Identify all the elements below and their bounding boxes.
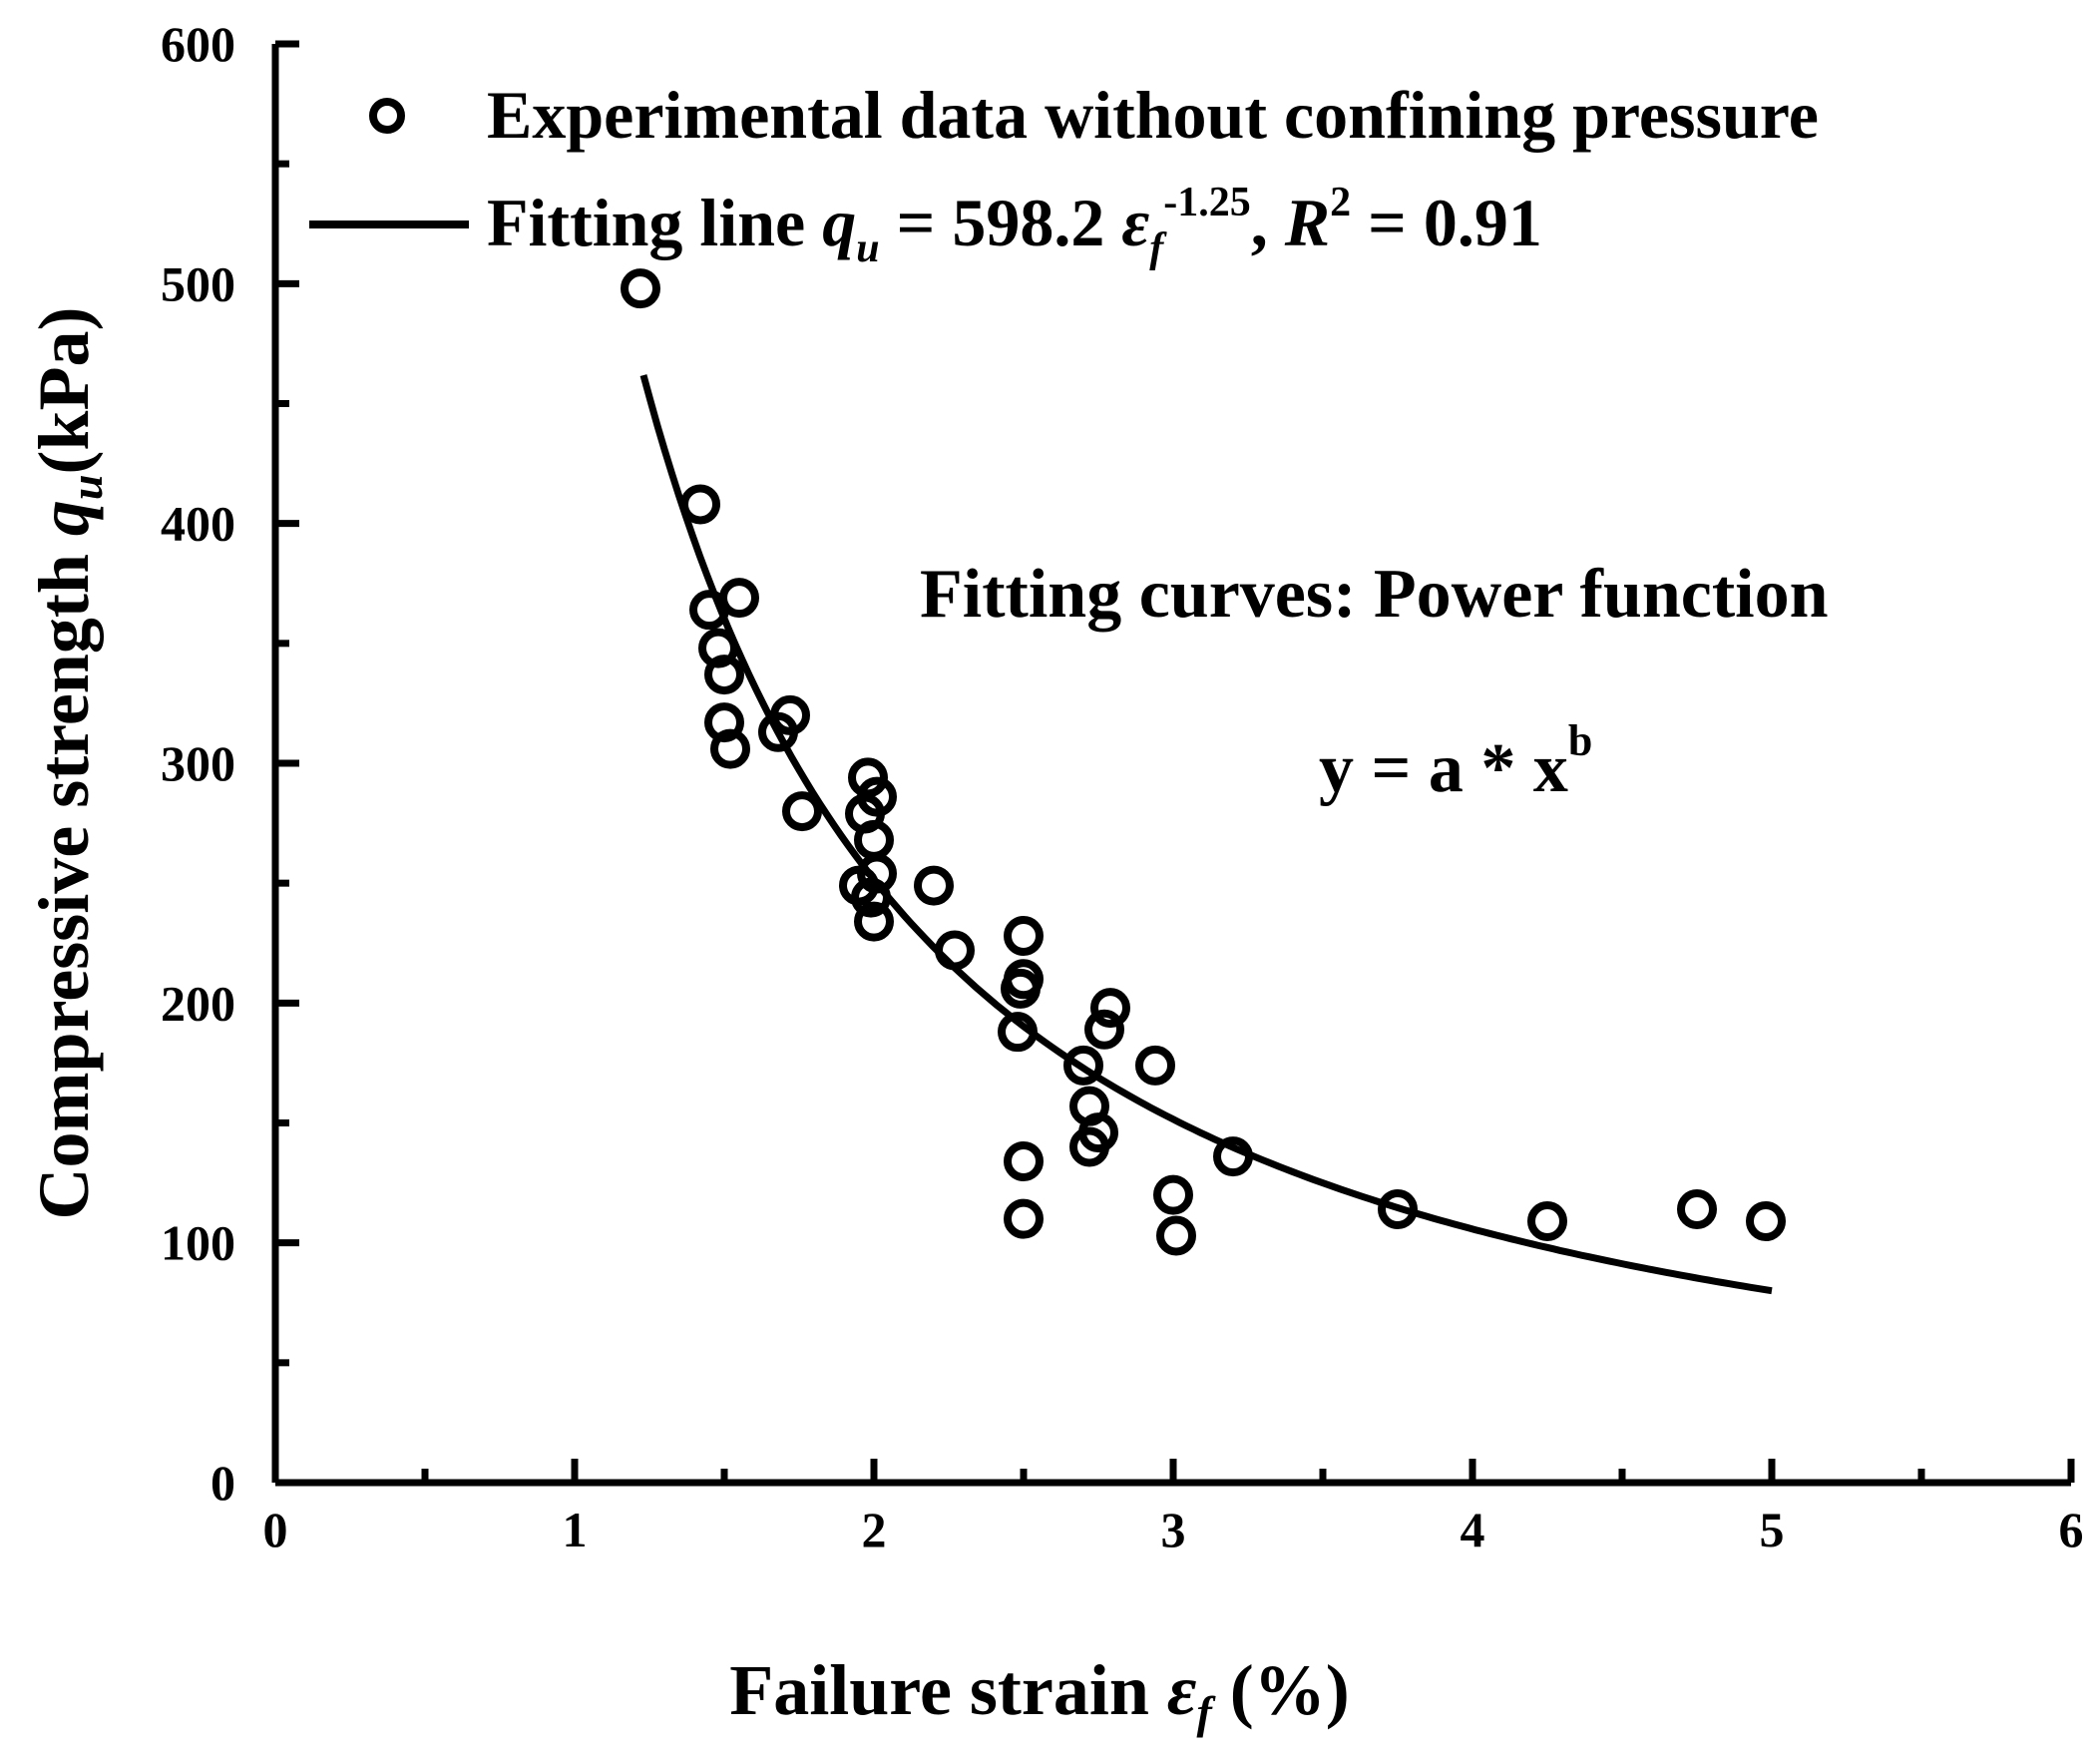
y-tick-label: 300 <box>161 735 235 791</box>
x-tick-label: 1 <box>563 1502 588 1557</box>
legend-fit-exp: -1.25 <box>1163 180 1251 225</box>
x-tick-label: 2 <box>862 1502 887 1557</box>
legend-scatter-marker <box>369 98 405 134</box>
x-tick-label: 4 <box>1461 1502 1485 1557</box>
fitting-line <box>639 374 1773 1295</box>
experimental-points <box>621 268 1786 1256</box>
annotation: Fitting curves: Power function y = a * x… <box>920 556 1829 807</box>
x-axis-title-subscript: f <box>1196 1687 1216 1738</box>
legend-fit-R-val: = 0.91 <box>1351 185 1542 260</box>
legend-fit-q-sub: u <box>856 225 879 271</box>
legend-fit-eq: = 598.2 <box>880 185 1122 260</box>
y-axis-title-symbol: q <box>24 500 104 536</box>
data-point <box>1004 959 1044 1000</box>
y-axis-title-subscript: u <box>61 475 112 501</box>
data-point <box>719 578 759 619</box>
data-point <box>998 1012 1038 1053</box>
legend-fit-label: Fitting line qu = 598.2 εf-1.25, R2 = 0.… <box>487 180 1542 271</box>
y-axis-title: Compressive strength qu(kPa) <box>24 307 112 1220</box>
data-point <box>1156 1215 1196 1256</box>
annotation-formula: y = a * x <box>1319 730 1568 807</box>
data-point <box>1746 1201 1786 1242</box>
data-point <box>621 268 660 309</box>
y-axis-title-main: Compressive strength <box>24 536 104 1219</box>
data-point <box>1378 1189 1418 1230</box>
data-point <box>1084 1009 1124 1050</box>
data-point <box>914 865 954 906</box>
y-tick-label: 200 <box>161 975 235 1031</box>
data-point <box>1004 1140 1044 1181</box>
data-point <box>857 776 897 817</box>
x-axis-title-main: Failure strain <box>729 1650 1167 1730</box>
x-axis-ticks <box>271 1459 2075 1483</box>
y-tick-label: 0 <box>210 1455 235 1511</box>
annotation-exponent: b <box>1568 716 1592 765</box>
y-tick-label: 600 <box>161 16 235 72</box>
data-point <box>704 655 744 695</box>
x-axis-title: Failure strain εf (%) <box>729 1650 1349 1738</box>
data-point <box>710 728 750 769</box>
annotation-line2: y = a * xb <box>1319 716 1592 807</box>
data-point <box>854 901 894 942</box>
data-point <box>1004 1198 1044 1239</box>
x-tick-label: 6 <box>2059 1502 2084 1557</box>
x-tick-label: 5 <box>1760 1502 1785 1557</box>
legend-fit-comma: , <box>1251 185 1285 260</box>
y-axis-title-unit: (kPa) <box>24 307 104 475</box>
legend-fit-eps: ε <box>1121 185 1149 260</box>
y-tick-label: 100 <box>161 1215 235 1271</box>
legend-fit-R: R <box>1284 185 1330 260</box>
data-point <box>1004 916 1044 957</box>
legend-fit-prefix: Fitting line <box>487 185 822 260</box>
y-axis-tick-labels: 0 100 200 300 400 500 600 <box>161 16 235 1511</box>
x-axis-title-symbol: ε <box>1167 1650 1197 1730</box>
y-axis-ticks <box>275 40 299 1487</box>
annotation-line1: Fitting curves: Power function <box>920 556 1829 633</box>
data-point <box>1213 1136 1253 1177</box>
data-point <box>782 791 822 832</box>
data-point <box>1135 1045 1175 1086</box>
legend-scatter-label: Experimental data without confining pres… <box>487 77 1819 153</box>
legend: Experimental data without confining pres… <box>309 77 1819 271</box>
data-point <box>851 877 891 918</box>
data-point <box>770 694 810 735</box>
x-axis-title-unit: (%) <box>1212 1650 1350 1730</box>
x-axis-tick-labels: 0 1 2 3 4 5 6 <box>263 1502 2084 1557</box>
data-point <box>857 853 897 894</box>
data-point <box>1090 988 1130 1029</box>
data-point <box>680 484 720 525</box>
data-point <box>1078 1112 1118 1153</box>
data-point <box>935 930 975 971</box>
data-point <box>848 757 888 798</box>
data-point <box>1063 1045 1103 1086</box>
x-tick-label: 3 <box>1161 1502 1186 1557</box>
data-point <box>1677 1189 1717 1230</box>
legend-fit-eps-sub: f <box>1149 225 1167 271</box>
y-tick-label: 400 <box>161 496 235 552</box>
legend-fit-q: q <box>822 185 856 260</box>
data-point <box>1527 1201 1567 1242</box>
legend-fit-R-sup: 2 <box>1330 180 1351 225</box>
x-tick-label: 0 <box>263 1502 288 1557</box>
plot-area: 0 1 2 3 4 5 6 0 100 200 300 400 500 600 <box>161 16 2084 1557</box>
data-point <box>1153 1174 1193 1215</box>
y-tick-label: 500 <box>161 255 235 311</box>
